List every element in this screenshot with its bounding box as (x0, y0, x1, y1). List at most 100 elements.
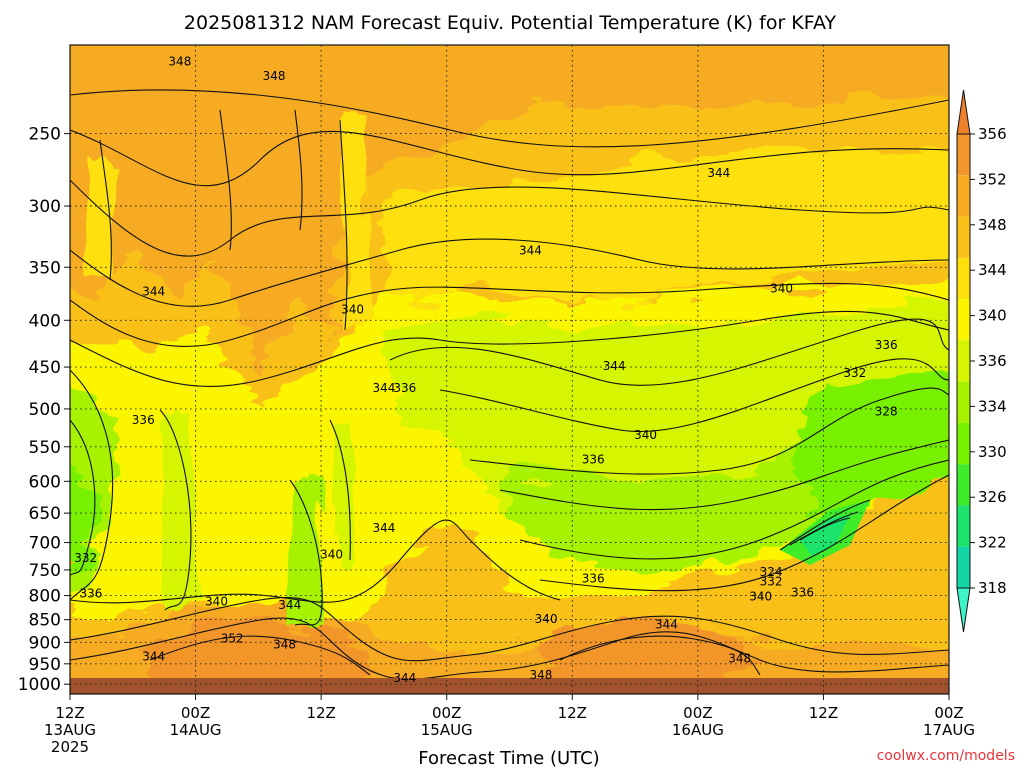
colorbar-segment (957, 299, 970, 341)
y-tick-label: 750 (29, 561, 61, 581)
contour-label: 344 (142, 285, 165, 299)
contour-13 (70, 369, 114, 601)
contour-4 (70, 282, 949, 348)
contour-20 (70, 617, 949, 680)
plot-frame (69, 44, 950, 695)
ground-band (70, 678, 949, 694)
contour-label-text: 336 (791, 586, 814, 600)
contour-label: 340 (770, 281, 793, 295)
contour-label-text: 348 (273, 638, 296, 652)
contour-label-text: 340 (535, 612, 558, 626)
colorbar-segment (957, 464, 970, 506)
colorbar-segment (957, 175, 970, 217)
contour-label-text: 344 (278, 598, 301, 612)
x-tick-label: 14AUG (170, 721, 222, 739)
colorbar-tick-label: 356 (978, 125, 1007, 143)
contour-label-text: 324 (760, 565, 783, 579)
streak-b (290, 470, 325, 625)
colorbar-segment (957, 546, 970, 588)
contour-18 (70, 519, 561, 604)
contour-14 (70, 419, 96, 576)
colorbar-tick-label: 340 (978, 307, 1007, 325)
contour-label-text: 340 (770, 281, 793, 295)
streak-c (330, 420, 355, 565)
x-tick-label: 12Z (809, 704, 838, 722)
contour-label: 332 (843, 366, 866, 380)
colorbar-tick-label: 322 (978, 534, 1007, 552)
colorbar: 356 352 348 344 340 336 334 330 326 322 318 (956, 89, 1007, 633)
contour-label-text: 344 (142, 650, 165, 664)
y-tick-label: 1000 (18, 675, 61, 695)
contour-label: 340 (205, 594, 228, 608)
contour-label: 344 (519, 243, 542, 257)
contour-label: 340 (535, 612, 558, 626)
colorbar-tick-label: 348 (978, 216, 1007, 234)
colorbar-tick-label: 336 (978, 352, 1007, 370)
contour-label-text: 340 (205, 594, 228, 608)
contour-label: 336 (791, 586, 814, 600)
colorbar-tick-label: 330 (978, 443, 1007, 461)
contour-label-text: 340 (634, 428, 657, 442)
contour-label-text: 352 (221, 631, 244, 645)
contour-label: 340 (341, 302, 364, 316)
contour-8 (469, 387, 949, 475)
y-tick-label: 400 (29, 311, 61, 331)
contour-label: 336 (582, 452, 605, 466)
y-tick-label: 650 (29, 504, 61, 524)
colorbar-segment (957, 134, 970, 176)
contour-label-text: 332 (843, 366, 866, 380)
colorbar-top-arrow (956, 89, 971, 135)
y-tick-label: 600 (29, 472, 61, 492)
contour-label-text: 336 (582, 452, 605, 466)
contour-label: 324 (760, 565, 783, 579)
contour-22 (559, 635, 761, 676)
streak-e (90, 150, 120, 280)
contour-label: 328 (875, 404, 898, 418)
contour-label-text: 332 (74, 551, 97, 565)
contour-label-text: 344 (603, 359, 626, 373)
y-tick-label: 250 (29, 125, 61, 145)
contour-7 (439, 358, 949, 433)
y-tick-label: 500 (29, 400, 61, 420)
contour-label-text: 344 (393, 671, 416, 685)
contour-label-text: 348 (168, 54, 191, 68)
contour-2 (70, 179, 949, 257)
contour-label: 348 (273, 638, 296, 652)
colorbar-tick-label: 344 (978, 261, 1007, 279)
contour-label: 340 (749, 590, 772, 604)
colorbar-segment (957, 422, 970, 465)
colorbar-segment (957, 257, 970, 300)
contour-label: 340 (320, 548, 343, 562)
contour-label-text: 340 (320, 548, 343, 562)
plot-area (70, 45, 949, 694)
y-tick-label: 550 (29, 438, 61, 458)
contour-label: 340 (634, 428, 657, 442)
contour-label: 344 (603, 359, 626, 373)
x-tick-label: 13AUG (44, 721, 96, 739)
contour-label-text: 344 (142, 285, 165, 299)
contour-label-text: 332 (760, 574, 783, 588)
field-upper-yellow (380, 150, 949, 320)
contour-label-text: 340 (341, 302, 364, 316)
contour-label: 344 (707, 166, 730, 180)
colorbar-tick-label: 326 (978, 488, 1007, 506)
contour-label: 332 (74, 551, 97, 565)
y-tick-label: 300 (29, 197, 61, 217)
chart-title: 2025081312 NAM Forecast Equiv. Potential… (184, 12, 837, 34)
contour-label-text: 340 (749, 590, 772, 604)
contour-label: 348 (263, 69, 286, 83)
contour-label-text: 348 (263, 69, 286, 83)
x-tick-label: 00Z (181, 704, 210, 722)
contour-label-text: 344 (655, 618, 678, 632)
x-tick-label: 15AUG (421, 721, 473, 739)
x-tick-label: 17AUG (923, 721, 975, 739)
contour-label: 348 (728, 652, 751, 666)
y-tick-label: 700 (29, 534, 61, 554)
contour-label-layer: 348 348 344 344 340 344 340 336 344 332 344 336 336 3… (74, 54, 898, 685)
colorbar-segment (957, 340, 970, 382)
contour-label-text: 336 (393, 381, 416, 395)
x-tick-label: 12Z (55, 704, 84, 722)
credit-text: coolwx.com/models (877, 748, 1015, 764)
